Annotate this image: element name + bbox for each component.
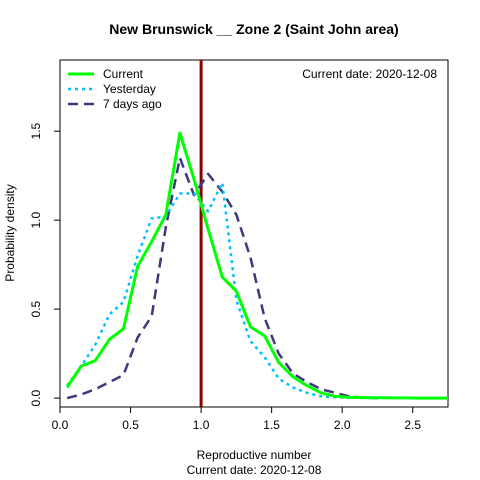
x-axis-label: Reproductive number xyxy=(197,448,312,462)
current-date-annotation: Current date: 2020-12-08 xyxy=(302,67,437,81)
x-tick-label: 0.5 xyxy=(122,418,139,432)
legend-label: Yesterday xyxy=(103,82,156,96)
plot-frame xyxy=(59,59,449,408)
x-tick-label: 2.0 xyxy=(334,418,351,432)
plot-area xyxy=(59,59,449,408)
y-tick-label: 1.5 xyxy=(29,123,43,140)
y-axis-label: Probability density xyxy=(3,184,17,281)
y-tick-label: 0.0 xyxy=(29,389,43,406)
x-tick-label: 1.0 xyxy=(193,418,210,432)
y-tick-label: 0.5 xyxy=(29,300,43,317)
series-line-yesterday xyxy=(66,181,378,400)
x-tick-label: 2.5 xyxy=(404,418,421,432)
x-axis: 0.0 0.5 1.0 1.5 2.0 2.5 xyxy=(52,406,421,432)
x-tick-label: 1.5 xyxy=(263,418,280,432)
y-tick-label: 1.0 xyxy=(29,211,43,228)
legend-label: Current xyxy=(103,67,144,81)
chart-title: New Brunswick __ Zone 2 (Saint John area… xyxy=(109,21,398,37)
x-tick-label: 0.0 xyxy=(52,418,69,432)
legend-label: 7 days ago xyxy=(103,97,162,111)
series-line-current xyxy=(65,131,448,400)
y-axis: 0.0 0.5 1.0 1.5 xyxy=(29,123,61,406)
chart-subtitle: Current date: 2020-12-08 xyxy=(187,463,322,477)
